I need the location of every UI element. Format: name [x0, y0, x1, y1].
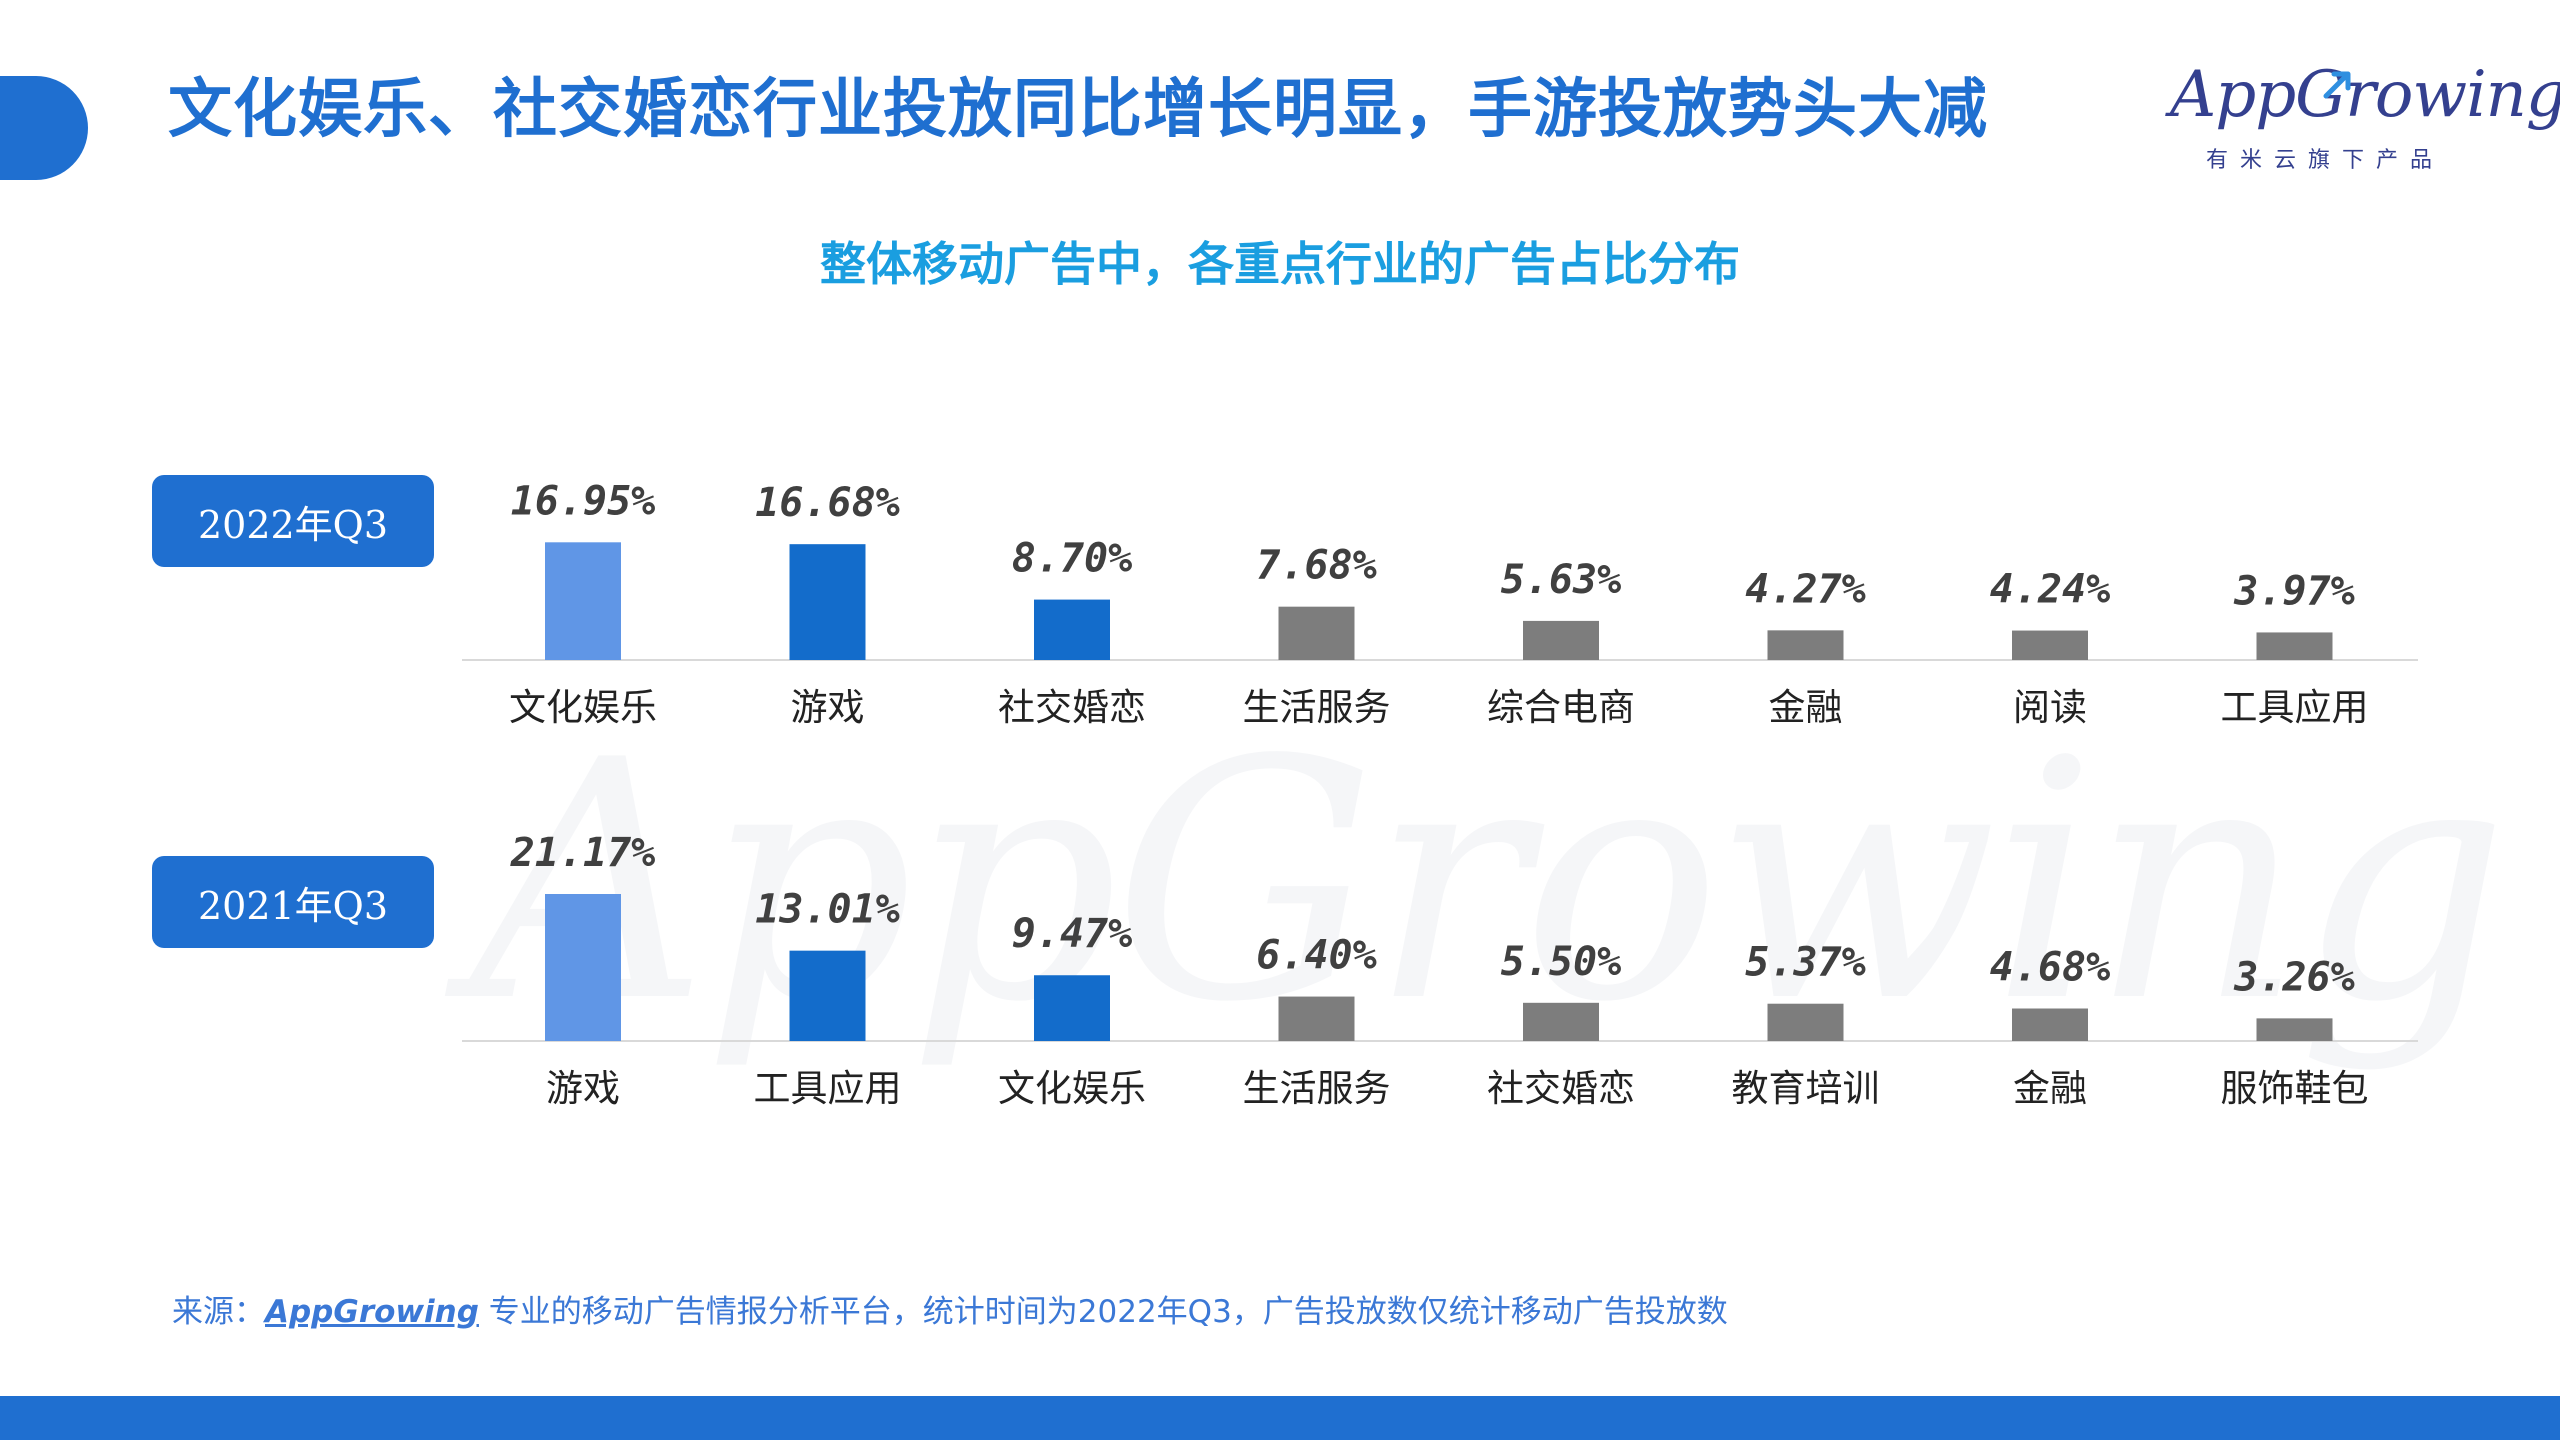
category-label: 阅读	[2013, 686, 2087, 729]
category-label: 文化娱乐	[509, 686, 657, 729]
period-badge-2022q3: 2022年Q3	[152, 475, 434, 567]
data-label: 5.37%	[1745, 940, 1865, 986]
bar	[2256, 632, 2333, 660]
bar	[1278, 606, 1355, 660]
chart-panel-2022年Q3: 16.95% 文化娱乐 16.68% 游戏 8.70% 社交婚恋 7.68% 生活服务 5.63…	[462, 478, 2418, 729]
category-label: 金融	[2013, 1067, 2087, 1110]
data-label: 3.97%	[2233, 568, 2354, 614]
data-label: 5.63%	[1501, 557, 1621, 603]
category-label: 游戏	[546, 1067, 620, 1110]
category-label: 社交婚恋	[998, 686, 1146, 729]
data-label: 8.70%	[1012, 536, 1132, 582]
bar	[2012, 630, 2088, 660]
chart-panel-2021年Q3: 21.17% 游戏 13.01% 工具应用 9.47% 文化娱乐 6.40% 生活服务 5.50…	[462, 830, 2418, 1110]
category-label: 综合电商	[1487, 686, 1635, 729]
data-label: 3.26%	[2233, 954, 2354, 1000]
data-label: 16.95%	[511, 478, 656, 524]
bar	[1523, 1002, 1599, 1041]
data-label: 4.68%	[1990, 945, 2110, 991]
data-label: 13.01%	[755, 887, 900, 933]
category-label: 工具应用	[754, 1067, 902, 1110]
page-title: 文化娱乐、社交婚恋行业投放同比增长明显，手游投放势头大减	[168, 73, 1988, 147]
data-label: 4.27%	[1745, 566, 1865, 612]
bar	[1034, 599, 1110, 660]
data-label: 5.50%	[1501, 939, 1621, 985]
category-label: 金融	[1769, 686, 1843, 729]
category-label: 游戏	[791, 686, 865, 729]
category-label: 生活服务	[1243, 686, 1391, 729]
bar	[1034, 975, 1110, 1041]
bar	[1767, 1003, 1844, 1041]
logo-arrow-icon	[2323, 71, 2351, 99]
category-label: 服饰鞋包	[2221, 1067, 2369, 1110]
source-brand-link[interactable]: AppGrowing	[265, 1294, 479, 1330]
bar	[1767, 630, 1844, 660]
bar	[1278, 996, 1355, 1041]
bar	[545, 542, 621, 660]
data-label: 4.24%	[1990, 567, 2110, 613]
data-label: 21.17%	[510, 830, 656, 876]
footer-bar	[0, 1396, 2560, 1440]
source-text: 专业的移动广告情报分析平台，统计时间为2022年Q3，广告投放数仅统计移动广告投…	[478, 1294, 1728, 1330]
bar	[2012, 1008, 2088, 1041]
source-prefix: 来源：	[172, 1294, 265, 1330]
data-label: 6.40%	[1256, 933, 1376, 979]
logo-tagline: 有米云旗下产品	[2205, 148, 2444, 173]
bar	[545, 894, 621, 1041]
bar	[789, 950, 866, 1041]
category-label: 工具应用	[2221, 686, 2369, 729]
bar	[1523, 620, 1599, 660]
category-label: 文化娱乐	[998, 1067, 1146, 1110]
bar	[2256, 1018, 2333, 1041]
category-label: 教育培训	[1732, 1067, 1880, 1110]
data-label: 7.68%	[1256, 543, 1376, 589]
period-badge-2021q3: 2021年Q3	[152, 856, 434, 948]
data-label: 16.68%	[755, 480, 900, 526]
data-label: 9.47%	[1012, 911, 1132, 957]
category-label: 生活服务	[1243, 1067, 1391, 1110]
category-label: 社交婚恋	[1487, 1067, 1635, 1110]
chart-title: 整体移动广告中，各重点行业的广告占比分布	[820, 237, 1740, 291]
corner-tab	[0, 76, 88, 180]
source-note: 来源：AppGrowing 专业的移动广告情报分析平台，统计时间为2022年Q3…	[172, 1286, 1728, 1331]
bar	[789, 544, 866, 660]
